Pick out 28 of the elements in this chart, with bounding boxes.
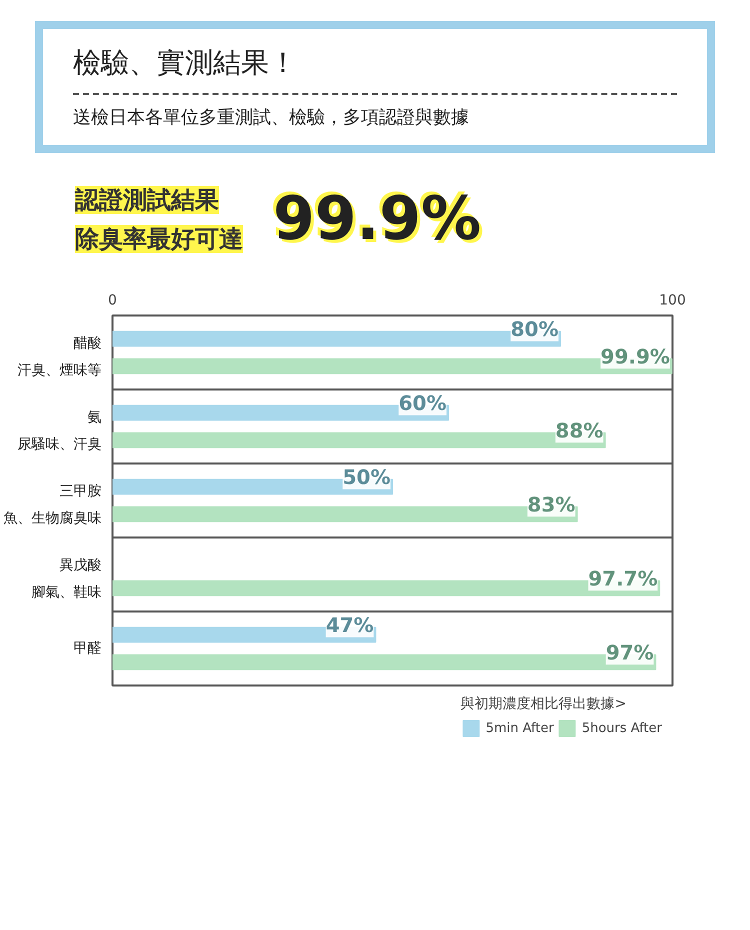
data-label: 83% xyxy=(527,492,576,517)
y-tick-label: 醋酸 xyxy=(74,336,102,352)
text: 認證測試結果 xyxy=(75,186,219,214)
legend-label: 5hours After xyxy=(582,720,662,736)
data-label: 99.9% xyxy=(600,344,670,369)
y-tick-label: 氨 xyxy=(88,410,102,426)
x-tick-label: 0 xyxy=(108,292,117,308)
text: 腳氣、鞋味 xyxy=(32,584,102,600)
y-tick-label: 甲醛 xyxy=(74,640,102,656)
x-tick-label: 100 xyxy=(659,292,686,308)
chart-title: 檢驗、實測結果！ xyxy=(73,45,298,81)
data-label: 47% xyxy=(326,613,374,638)
text: 99.9% xyxy=(273,182,482,256)
data-label: 97% xyxy=(606,640,654,665)
text: 汗臭、煙味等 xyxy=(18,362,102,378)
data-label: 97.7% xyxy=(588,566,658,591)
data-label: 80% xyxy=(510,317,559,342)
data-label: 60% xyxy=(398,391,447,416)
data-label: 50% xyxy=(342,465,391,490)
y-tick-label: 三甲胺 xyxy=(60,484,102,500)
text: 尿騷味、汗臭 xyxy=(18,436,102,452)
data-label: 88% xyxy=(555,418,604,443)
legend-label: 5min After xyxy=(486,720,554,736)
text: 除臭率最好可達 xyxy=(75,224,243,253)
text: 魚、生物腐臭味 xyxy=(4,510,102,526)
chart-subtitle: 送檢日本各單位多重測試、檢驗，多項認證與數據 xyxy=(73,106,470,130)
legend-title: 與初期濃度相比得出數據> xyxy=(460,695,628,713)
y-tick-label: 異戊酸 xyxy=(60,558,102,574)
